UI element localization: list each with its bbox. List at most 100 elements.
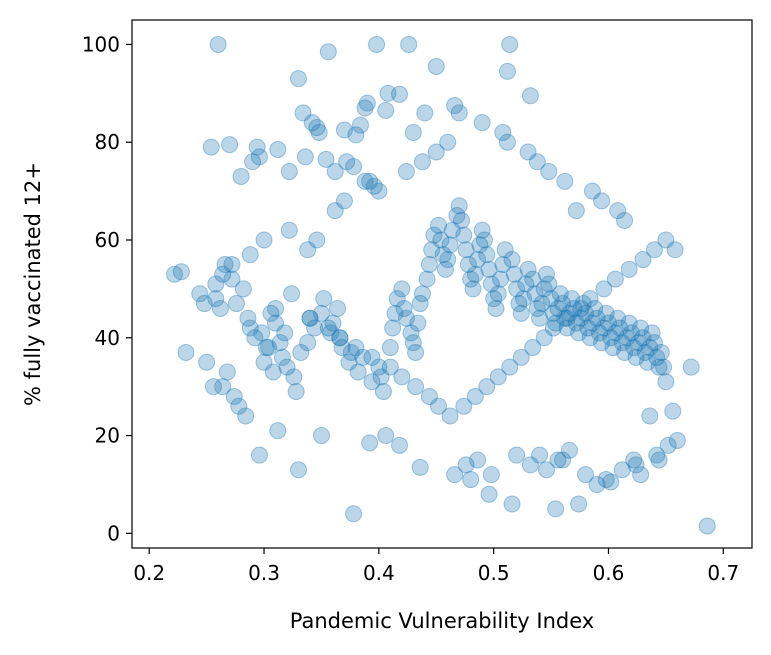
data-point	[299, 241, 317, 259]
data-point	[280, 221, 298, 239]
data-point	[595, 319, 613, 337]
x-tick-label: 0.3	[248, 561, 280, 585]
data-point	[294, 104, 312, 122]
data-point	[489, 285, 507, 303]
data-point	[478, 246, 496, 264]
data-point	[317, 150, 335, 168]
data-point	[349, 363, 367, 381]
data-point	[577, 304, 595, 322]
data-point	[216, 255, 234, 273]
data-point	[420, 387, 438, 405]
data-point	[549, 451, 567, 469]
data-point	[560, 441, 578, 459]
data-point	[391, 436, 409, 454]
data-point	[519, 260, 537, 278]
data-point	[547, 314, 565, 332]
data-point	[289, 461, 307, 479]
data-point	[299, 334, 317, 352]
x-tick-label: 0.2	[133, 561, 165, 585]
data-point	[172, 263, 190, 281]
data-point	[572, 309, 590, 327]
data-point	[609, 309, 627, 327]
data-point	[565, 299, 583, 317]
data-point	[232, 167, 250, 185]
data-point	[570, 495, 588, 513]
data-point	[278, 358, 296, 376]
data-point	[221, 136, 239, 154]
data-point	[365, 177, 383, 195]
data-point	[280, 163, 298, 181]
data-point	[384, 319, 402, 337]
data-point	[397, 163, 415, 181]
data-point	[312, 427, 330, 445]
data-point	[264, 363, 282, 381]
y-tick-label: 0	[107, 521, 120, 545]
data-point	[560, 304, 578, 322]
data-point	[331, 329, 349, 347]
data-point	[342, 343, 360, 361]
data-point	[223, 270, 241, 288]
data-point	[652, 343, 670, 361]
data-point	[510, 295, 528, 313]
y-tick-label: 100	[82, 32, 120, 56]
data-point	[554, 295, 572, 313]
data-point	[583, 182, 601, 200]
data-point	[574, 295, 592, 313]
data-point	[645, 241, 663, 259]
data-point	[544, 319, 562, 337]
data-point	[345, 505, 363, 523]
data-point	[386, 304, 404, 322]
data-point	[404, 334, 422, 352]
data-point	[664, 402, 682, 420]
data-point	[682, 358, 700, 376]
data-point	[528, 299, 546, 317]
data-point	[358, 94, 376, 112]
data-point	[537, 461, 555, 479]
data-point	[494, 255, 512, 273]
data-point	[198, 353, 216, 371]
data-point	[498, 133, 516, 151]
data-point	[436, 260, 454, 278]
data-point	[239, 309, 257, 327]
data-point	[296, 148, 314, 166]
data-point	[248, 138, 266, 156]
data-point	[606, 270, 624, 288]
data-point	[388, 290, 406, 308]
data-point	[177, 343, 195, 361]
y-tick-label: 80	[95, 130, 120, 154]
data-point	[253, 324, 271, 342]
data-point	[393, 280, 411, 298]
data-point	[528, 153, 546, 171]
data-point	[611, 319, 629, 337]
data-point	[515, 290, 533, 308]
data-point	[319, 43, 337, 61]
data-point	[308, 231, 326, 249]
data-point	[590, 324, 608, 342]
data-point	[469, 251, 487, 269]
data-point	[370, 358, 388, 376]
data-point	[409, 314, 427, 332]
data-point	[322, 324, 340, 342]
data-point	[567, 314, 585, 332]
data-point	[230, 397, 248, 415]
data-point	[535, 280, 553, 298]
data-point	[501, 35, 519, 53]
data-point	[262, 304, 280, 322]
data-point	[446, 466, 464, 484]
data-point	[519, 143, 537, 161]
data-point	[312, 304, 330, 322]
data-point	[439, 133, 457, 151]
data-point	[395, 299, 413, 317]
data-point	[524, 270, 542, 288]
data-point	[524, 339, 542, 357]
data-point	[482, 275, 500, 293]
data-point	[363, 373, 381, 391]
data-point	[616, 343, 634, 361]
data-point	[303, 114, 321, 132]
data-point	[595, 280, 613, 298]
data-point	[432, 231, 450, 249]
data-point	[629, 334, 647, 352]
data-point	[326, 202, 344, 220]
data-point	[551, 285, 569, 303]
data-point	[244, 153, 262, 171]
